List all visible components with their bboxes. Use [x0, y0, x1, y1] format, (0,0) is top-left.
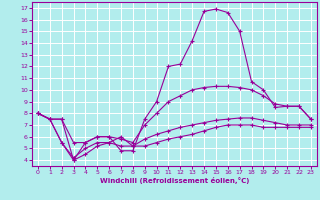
X-axis label: Windchill (Refroidissement éolien,°C): Windchill (Refroidissement éolien,°C) — [100, 177, 249, 184]
